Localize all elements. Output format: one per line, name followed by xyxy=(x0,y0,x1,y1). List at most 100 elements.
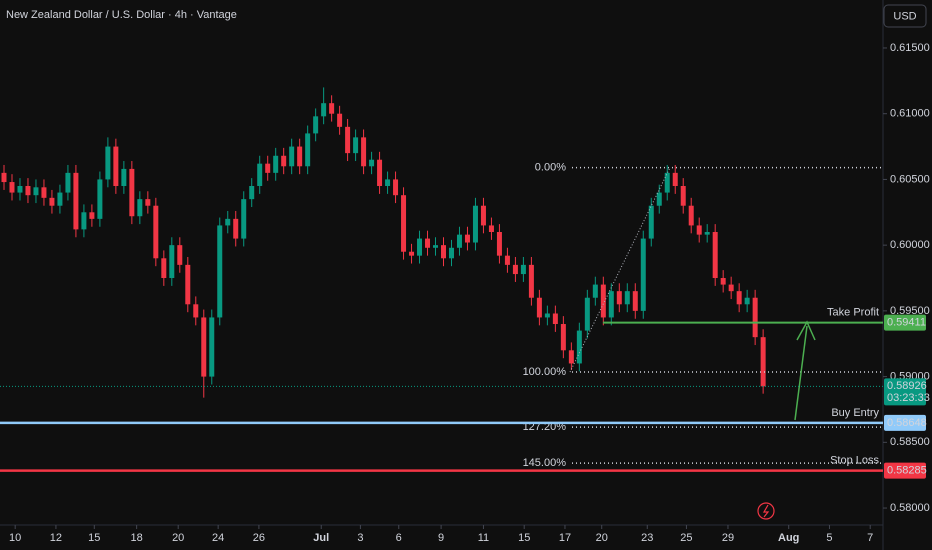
candle-body xyxy=(744,297,750,305)
x-tick-label: 15 xyxy=(88,532,100,544)
x-tick-label: 29 xyxy=(722,532,734,544)
candle-body xyxy=(257,163,263,186)
fib-label: 145.00% xyxy=(523,457,567,469)
candle-body xyxy=(664,172,670,193)
candle-body xyxy=(233,218,239,239)
candle-body xyxy=(480,205,486,226)
x-tick-label: 23 xyxy=(641,532,653,544)
candle-body xyxy=(393,179,399,196)
candle-body xyxy=(129,168,135,217)
candle-body xyxy=(345,126,351,154)
candle-body xyxy=(624,291,630,305)
candle-body xyxy=(353,137,359,154)
candle-body xyxy=(640,238,646,311)
candle-body xyxy=(592,284,598,298)
candle-body xyxy=(704,232,710,235)
candle-body xyxy=(608,291,614,318)
candle-body xyxy=(680,185,686,206)
candle-body xyxy=(113,146,119,186)
candle-body xyxy=(65,172,71,193)
candle-body xyxy=(544,313,550,318)
candle-body xyxy=(169,245,175,279)
x-tick-label: 11 xyxy=(478,532,489,544)
currency-button[interactable] xyxy=(883,4,927,28)
candle-body xyxy=(560,324,566,351)
candle-body xyxy=(73,172,79,230)
x-tick-label: 6 xyxy=(396,532,402,544)
x-tick-label: 18 xyxy=(131,532,143,544)
candle-body xyxy=(616,291,622,305)
candle-body xyxy=(433,245,439,248)
candle-body xyxy=(161,258,167,279)
candle-body xyxy=(401,195,407,252)
replay-icon[interactable] xyxy=(757,502,775,520)
x-tick-label: 20 xyxy=(596,532,608,544)
fib-trend xyxy=(569,167,671,373)
level-price-label: 0.59411 xyxy=(887,316,926,328)
candle-body xyxy=(57,192,63,206)
x-tick-label: 15 xyxy=(518,532,530,544)
candle-body xyxy=(425,238,431,248)
x-tick-label: 10 xyxy=(9,532,21,544)
candle-body xyxy=(417,238,423,256)
candle-body xyxy=(568,350,574,364)
candle-body xyxy=(305,133,311,167)
currency-label: USD xyxy=(893,10,916,22)
fib-label: 0.00% xyxy=(535,162,566,174)
candle-body xyxy=(89,212,95,219)
candle-body xyxy=(377,159,383,186)
candle-body xyxy=(177,245,183,265)
candle-body xyxy=(600,284,606,318)
candle-body xyxy=(520,264,526,275)
level-price-label: 0.58285 xyxy=(887,464,927,476)
candle-body xyxy=(153,205,159,259)
candle-body xyxy=(105,146,111,180)
candle-body xyxy=(448,247,454,259)
x-tick-label: 25 xyxy=(680,532,692,544)
x-tick-label: Jul xyxy=(313,532,329,544)
y-tick-label: 0.60000 xyxy=(890,239,930,251)
y-tick-label: 0.58500 xyxy=(890,436,930,448)
candle-body xyxy=(33,187,39,196)
candle-body xyxy=(281,155,287,167)
candle-body xyxy=(632,291,638,311)
level-price-box xyxy=(884,314,926,331)
candle-body xyxy=(81,212,87,230)
level-name: Take Profit xyxy=(827,306,879,318)
candle-body xyxy=(241,199,247,239)
x-tick-label: 12 xyxy=(50,532,62,544)
candle-body xyxy=(121,168,127,186)
candle-body xyxy=(536,297,542,318)
candle-body xyxy=(145,199,151,206)
candle-body xyxy=(752,297,758,338)
x-tick-label: 3 xyxy=(357,532,363,544)
candle-body xyxy=(472,205,478,243)
candle-body xyxy=(760,337,766,387)
candle-body xyxy=(185,264,191,305)
candle-body xyxy=(273,155,279,173)
candle-body xyxy=(528,264,534,298)
x-tick-label: 26 xyxy=(253,532,265,544)
candle-body xyxy=(217,225,223,318)
x-tick-label: 20 xyxy=(172,532,184,544)
candle-body xyxy=(49,197,55,206)
level-name: Stop Loss xyxy=(830,454,879,466)
candle-body xyxy=(97,179,103,219)
candle-body xyxy=(361,137,367,167)
candle-body xyxy=(672,172,678,186)
icon-circle xyxy=(757,502,775,520)
candle-body xyxy=(297,146,303,167)
x-tick-label: 5 xyxy=(826,532,832,544)
candle-body xyxy=(1,172,7,183)
x-tick-label: 24 xyxy=(212,532,224,544)
level-price-label: 0.58648 xyxy=(887,417,927,429)
plot-area xyxy=(1,87,883,464)
candle-body xyxy=(225,218,231,226)
candle-body xyxy=(688,205,694,226)
candle-body xyxy=(265,163,271,173)
candle-body xyxy=(552,313,558,325)
x-tick-label: Aug xyxy=(778,532,799,544)
candle-body xyxy=(313,116,319,134)
candle-body xyxy=(137,199,143,217)
